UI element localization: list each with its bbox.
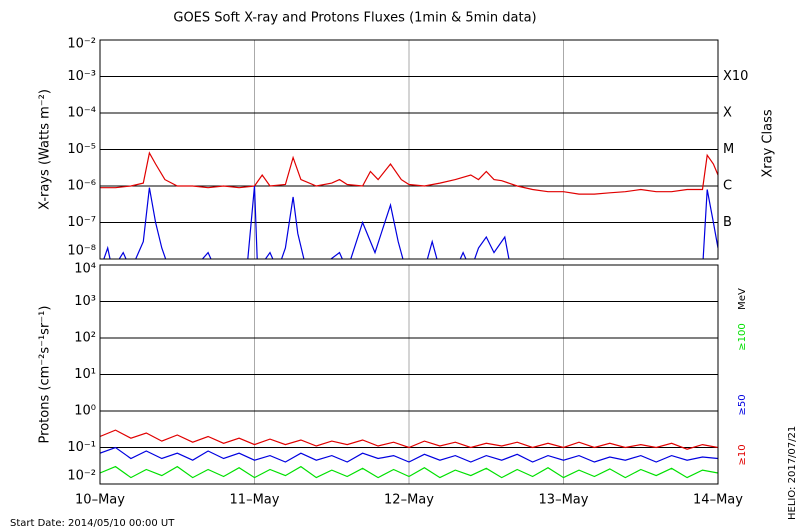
class-label: C xyxy=(723,179,732,194)
x-tick-label: 11–May xyxy=(230,493,280,508)
class-label: X10 xyxy=(723,69,748,84)
y-tick-label: 10⁻⁷ xyxy=(67,215,96,230)
series-line xyxy=(103,185,718,259)
x-tick-label: 12–May xyxy=(384,493,434,508)
class-axis-label: Xray Class xyxy=(761,109,776,177)
class-label: B xyxy=(723,215,732,230)
y-tick-label: 10³ xyxy=(74,294,96,309)
y-tick-label: 10¹ xyxy=(74,367,96,382)
series-line xyxy=(100,151,718,195)
start-date: Start Date: 2014/05/10 00:00 UT xyxy=(10,518,175,529)
y-tick-label: 10⁻² xyxy=(67,469,96,484)
y-axis-label: Protons (cm⁻²s⁻¹sr⁻¹) xyxy=(38,306,53,444)
y-tick-label: 10⁻⁶ xyxy=(67,179,96,194)
class-label: X xyxy=(723,106,732,121)
y-tick-label: 10⁻² xyxy=(67,37,96,52)
plot-frame xyxy=(99,264,719,485)
x-tick-label: 10–May xyxy=(75,493,125,508)
series-line xyxy=(100,429,718,450)
series-line xyxy=(100,465,718,479)
x-tick-label: 13–May xyxy=(539,493,589,508)
class-label: M xyxy=(723,142,734,157)
legend-entry: ≥100 xyxy=(737,323,748,350)
y-tick-label: 10⁰ xyxy=(74,404,96,419)
legend-title: MeV xyxy=(737,288,748,310)
series-line xyxy=(100,446,718,463)
y-tick-label: 10⁻³ xyxy=(67,69,96,84)
y-tick-label: 10⁻⁵ xyxy=(67,142,96,157)
credit: HELIO: 2017/07/21 xyxy=(787,426,798,520)
y-tick-label: 10⁴ xyxy=(74,262,96,277)
x-tick-label: 14–May xyxy=(693,493,743,508)
y-tick-label: 10⁻⁴ xyxy=(67,106,96,121)
y-tick-label: 10⁻⁸ xyxy=(67,244,96,259)
y-tick-label: 10² xyxy=(74,331,96,346)
y-tick-label: 10⁻¹ xyxy=(67,440,96,455)
legend-entry: ≥10 xyxy=(737,444,748,465)
chart-title: GOES Soft X-ray and Protons Fluxes (1min… xyxy=(173,11,536,26)
legend-entry: ≥50 xyxy=(737,394,748,415)
y-axis-label: X-rays (Watts m⁻²) xyxy=(38,89,53,210)
plot-frame xyxy=(99,39,719,260)
